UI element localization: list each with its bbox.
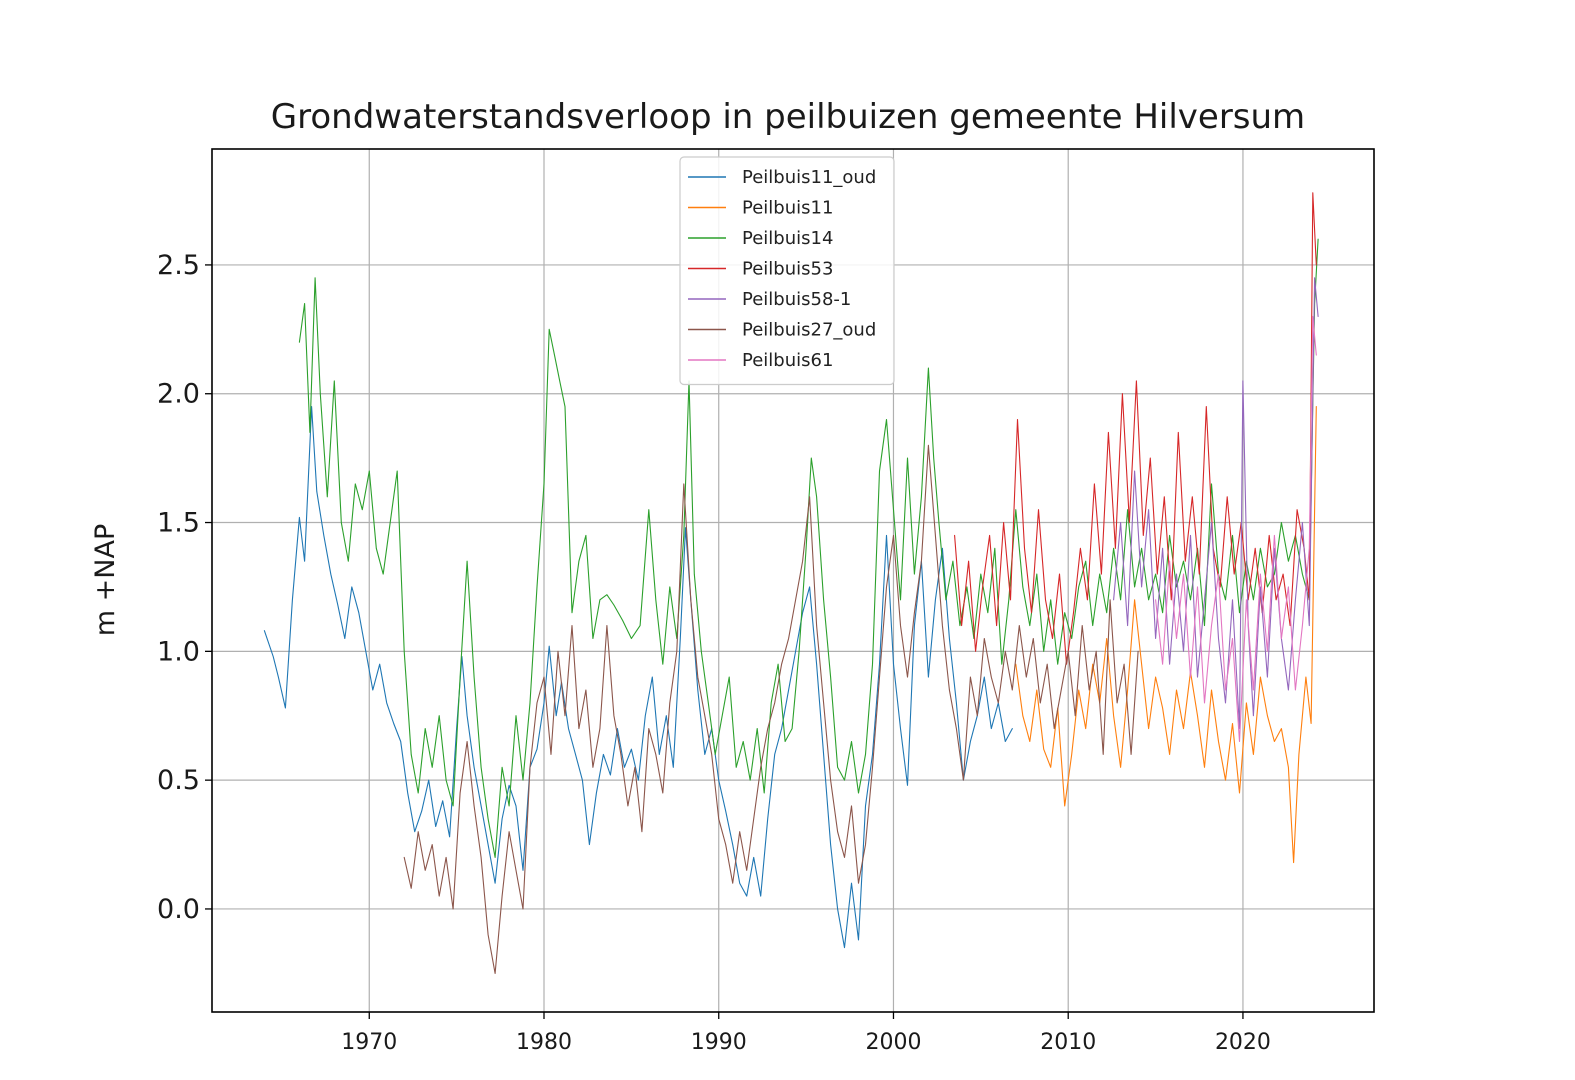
series-line-peilbuis27-oud — [403, 444, 1139, 974]
legend: Peilbuis11_oud Peilbuis11 Peilbuis14 Peilbu… — [679, 156, 895, 386]
series-line-peilbuis61 — [1155, 315, 1317, 743]
legend-label: Peilbuis58-1 — [742, 289, 851, 310]
x-tick-label: 2010 — [1040, 1030, 1096, 1055]
y-tick-label: 1.5 — [157, 508, 200, 539]
series-line-peilbuis58-1 — [1113, 277, 1319, 730]
legend-label: Peilbuis27_oud — [742, 320, 876, 341]
x-tick-label: 2020 — [1215, 1030, 1271, 1055]
y-tick-label: 2.0 — [157, 379, 200, 410]
x-tick-label: 1980 — [516, 1030, 572, 1055]
y-tick-label: 1.0 — [157, 636, 200, 667]
series-line-peilbuis11-oud — [263, 406, 1013, 949]
legend-label: Peilbuis11_oud — [742, 167, 876, 188]
y-tick-label: 0.5 — [157, 765, 200, 796]
plot-lines — [263, 192, 1319, 974]
series-line-peilbuis53 — [954, 192, 1317, 665]
legend-frame — [679, 156, 895, 386]
x-axis: 1970 1980 1990 2000 2010 2020 — [341, 1012, 1271, 1055]
y-tick-label: 2.5 — [157, 250, 200, 281]
legend-label: Peilbuis61 — [742, 350, 833, 371]
x-tick-label: 2000 — [865, 1030, 921, 1055]
x-tick-label: 1990 — [691, 1030, 747, 1055]
legend-label: Peilbuis14 — [742, 228, 833, 249]
plot-area-frame — [211, 148, 1375, 1013]
x-tick-label: 1970 — [341, 1030, 397, 1055]
legend-label: Peilbuis53 — [742, 259, 833, 280]
series-line-peilbuis11 — [1015, 406, 1317, 864]
y-axis: 0.0 0.5 1.0 1.5 2.0 2.5 — [157, 250, 212, 925]
chart-title: Grondwaterstandsverloop in peilbuizen ge… — [271, 97, 1305, 137]
legend-label: Peilbuis11 — [742, 198, 833, 219]
y-axis-label: m +NAP — [90, 524, 121, 636]
y-tick-label: 0.0 — [157, 894, 200, 925]
